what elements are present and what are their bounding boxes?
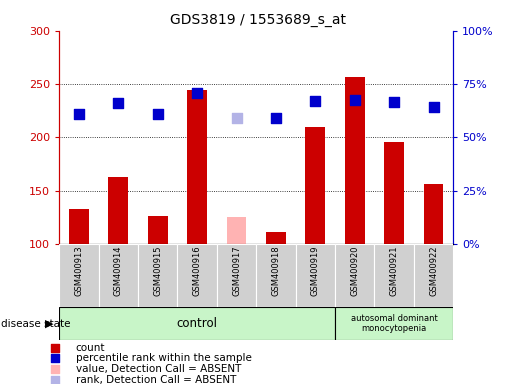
Text: disease state: disease state — [1, 318, 71, 329]
Point — [390, 99, 398, 105]
Bar — [414, 244, 453, 307]
Point — [114, 100, 123, 106]
Text: control: control — [177, 317, 218, 330]
Bar — [109, 177, 128, 244]
Bar — [99, 244, 138, 307]
Bar — [335, 307, 453, 340]
Bar — [384, 142, 404, 244]
Text: value, Detection Call = ABSENT: value, Detection Call = ABSENT — [76, 364, 241, 374]
Text: GSM400918: GSM400918 — [271, 246, 280, 296]
Bar — [374, 244, 414, 307]
Text: GSM400916: GSM400916 — [193, 246, 201, 296]
Point — [430, 104, 438, 111]
Point — [75, 111, 83, 117]
Point — [52, 355, 60, 361]
Text: rank, Detection Call = ABSENT: rank, Detection Call = ABSENT — [76, 374, 236, 384]
Point — [311, 98, 319, 104]
Bar — [296, 244, 335, 307]
Text: GSM400919: GSM400919 — [311, 246, 320, 296]
Bar — [335, 244, 374, 307]
Bar — [187, 90, 207, 244]
Bar — [266, 232, 286, 244]
Point — [52, 376, 60, 382]
Text: GDS3819 / 1553689_s_at: GDS3819 / 1553689_s_at — [169, 13, 346, 27]
Bar — [345, 76, 365, 244]
Bar — [177, 244, 217, 307]
Text: GSM400915: GSM400915 — [153, 246, 162, 296]
Bar — [59, 307, 335, 340]
Point — [272, 115, 280, 121]
Text: GSM400914: GSM400914 — [114, 246, 123, 296]
Point — [232, 115, 241, 121]
Text: GSM400920: GSM400920 — [350, 246, 359, 296]
Text: GSM400913: GSM400913 — [75, 246, 83, 296]
Text: GSM400917: GSM400917 — [232, 246, 241, 296]
Point — [153, 111, 162, 117]
Bar — [69, 209, 89, 244]
Text: GSM400921: GSM400921 — [390, 246, 399, 296]
Point — [52, 366, 60, 372]
Point — [52, 345, 60, 351]
Text: percentile rank within the sample: percentile rank within the sample — [76, 353, 252, 363]
Point — [193, 89, 201, 96]
Bar — [305, 127, 325, 244]
Text: ▶: ▶ — [45, 318, 54, 329]
Text: count: count — [76, 343, 105, 353]
Bar — [424, 184, 443, 244]
Point — [351, 97, 359, 103]
Bar — [227, 217, 246, 244]
Bar — [217, 244, 256, 307]
Bar — [256, 244, 296, 307]
Bar — [138, 244, 177, 307]
Text: GSM400922: GSM400922 — [429, 246, 438, 296]
Bar — [148, 216, 167, 244]
Bar — [59, 244, 99, 307]
Text: autosomal dominant
monocytopenia: autosomal dominant monocytopenia — [351, 314, 437, 333]
